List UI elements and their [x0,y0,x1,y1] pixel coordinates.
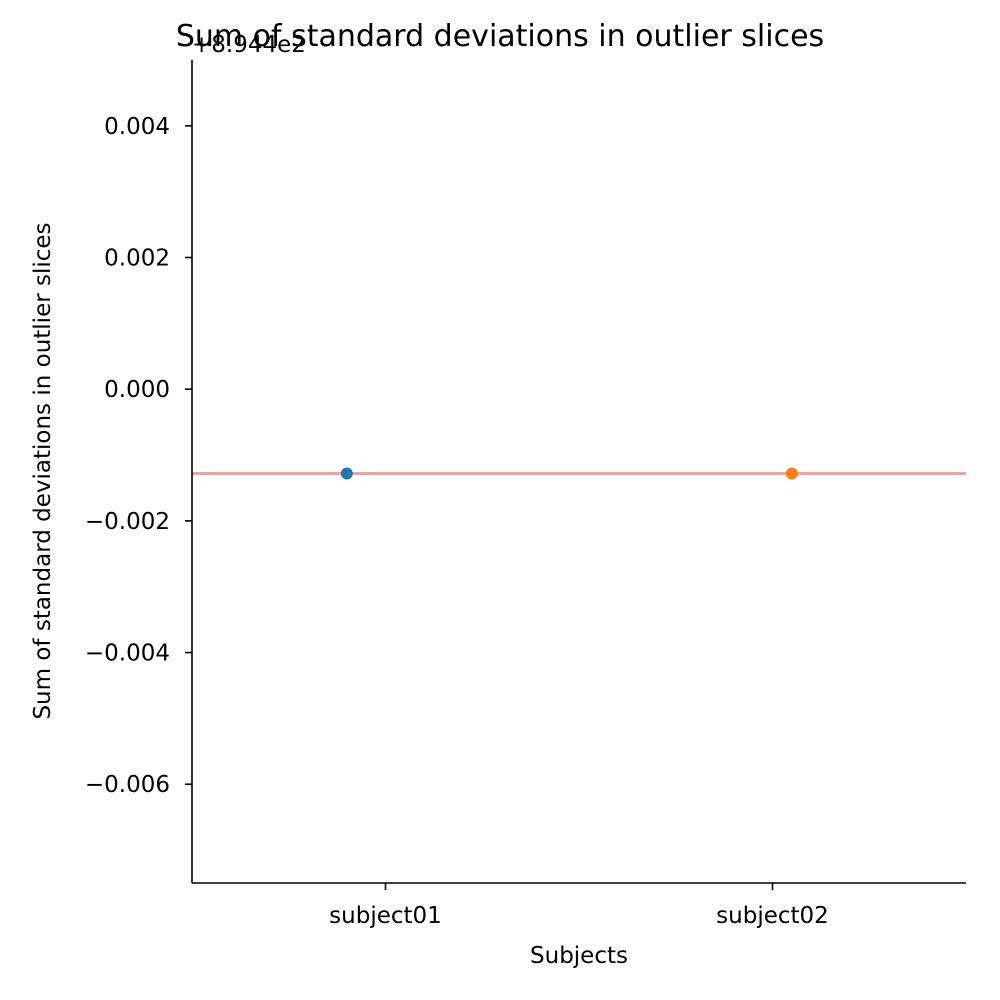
y-tick-label: −0.004 [85,641,170,667]
y-tick-label: 0.004 [104,114,170,140]
y-tick-label: 0.002 [104,246,170,272]
x-tick-label: subject02 [716,903,829,929]
chart-title: Sum of standard deviations in outlier sl… [176,19,824,54]
y-tick-label: −0.002 [85,509,170,535]
data-point-subject02 [785,467,798,480]
x-axis-label: Subjects [530,943,628,969]
data-point-subject01 [340,467,353,480]
y-tick-label: 0.000 [104,377,170,403]
y-offset-text: +8.944e2 [192,32,306,58]
plot-area: 0.004 0.002 0.000 −0.002 −0.004 −0.006 subject… [85,60,966,929]
y-axis-label: Sum of standard deviations in outlier sl… [30,222,56,719]
x-tick-label: subject01 [329,903,442,929]
y-tick-label: −0.006 [85,772,170,798]
